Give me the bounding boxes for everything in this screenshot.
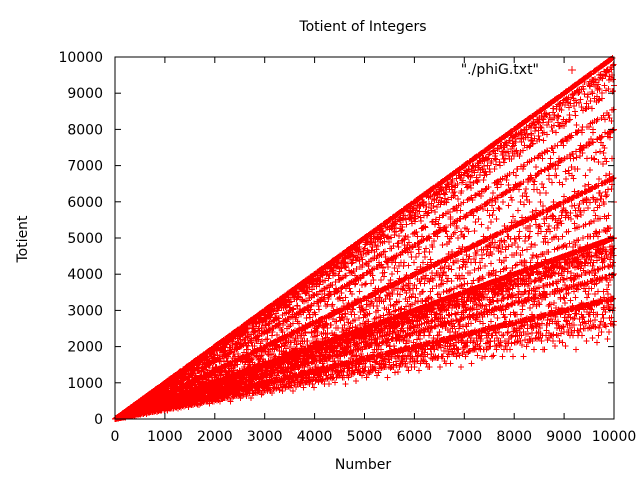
x-tick-label: 9000: [546, 429, 582, 445]
y-tick-label: 1000: [67, 376, 103, 392]
y-tick-label: 9000: [67, 86, 103, 102]
y-tick-label: 4000: [67, 267, 103, 283]
y-tick-label: 7000: [67, 159, 103, 175]
x-tick-label: 0: [111, 429, 120, 445]
plot-frame: [114, 56, 615, 420]
legend-label: "./phiG.txt": [461, 62, 539, 78]
x-tick-label: 5000: [347, 429, 383, 445]
x-tick-label: 6000: [397, 429, 433, 445]
x-tick-label: 8000: [496, 429, 532, 445]
y-tick-label: 6000: [67, 195, 103, 211]
scatter-point: [112, 55, 617, 422]
x-tick-label: 1000: [147, 429, 183, 445]
x-tick-label: 3000: [247, 429, 283, 445]
x-tick-label: 2000: [197, 429, 233, 445]
legend-marker: [568, 66, 576, 74]
y-tick-label: 2000: [67, 340, 103, 356]
legend: "./phiG.txt": [461, 62, 576, 78]
x-tick-label: 7000: [446, 429, 482, 445]
x-axis-ticks: 0 1000 2000 3000 4000 5000 6000 7000 8000 9000 100…: [111, 57, 637, 445]
y-tick-label: 5000: [67, 231, 103, 247]
x-axis-label: Number: [335, 457, 391, 473]
y-tick-label: 3000: [67, 303, 103, 319]
x-tick-label: 10000: [592, 429, 637, 445]
chart-title: Totient of Integers: [298, 19, 426, 35]
x-tick-label: 4000: [297, 429, 333, 445]
y-axis-label: Totient: [15, 215, 31, 264]
scatter-points: [112, 55, 617, 422]
y-axis-ticks: 0 1000 2000 3000 4000 5000 6000 7000 8000 9000 100…: [58, 50, 614, 428]
y-tick-label: 8000: [67, 122, 103, 138]
y-tick-label: 10000: [58, 50, 103, 66]
y-tick-label: 0: [94, 412, 103, 428]
